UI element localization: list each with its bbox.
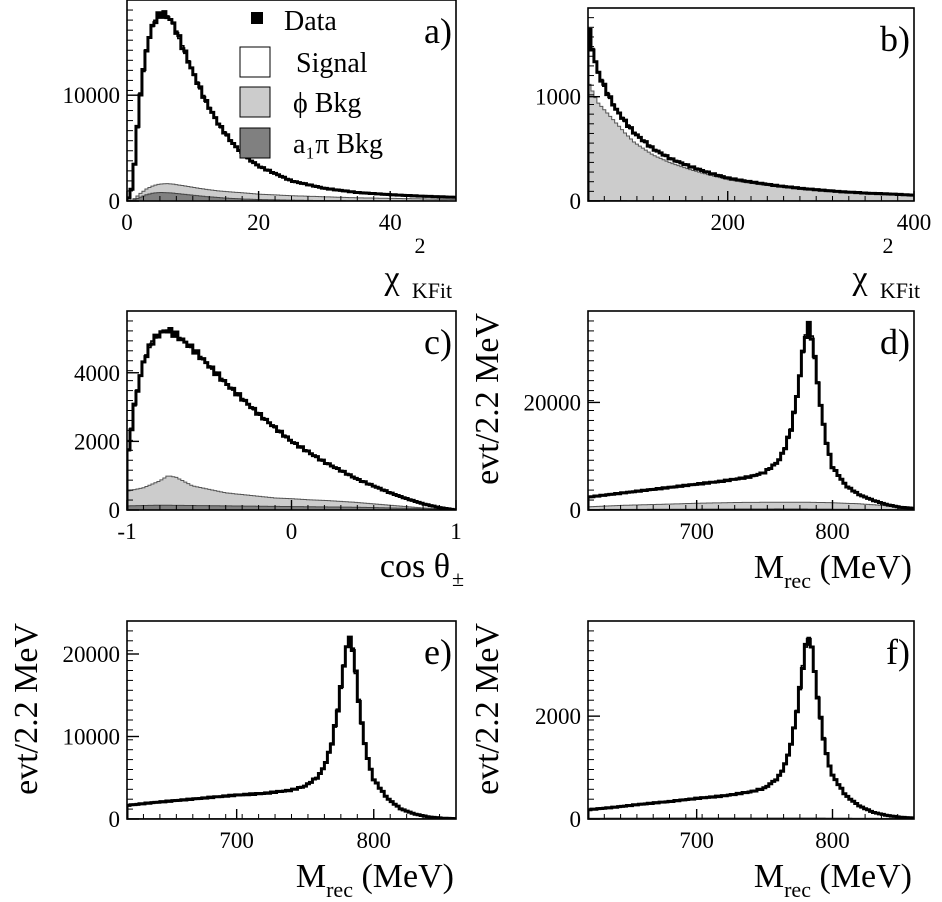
panel-tag-a: a) (424, 11, 452, 51)
x-tick-label: 200 (710, 210, 745, 235)
y-tick-label: 2000 (74, 429, 120, 454)
y-tick-label: 10000 (63, 725, 121, 750)
x-axis-title: χ (851, 260, 867, 297)
y-axis-title: evt/2.2 MeV (8, 623, 45, 795)
panel-tag-d: d) (880, 322, 910, 362)
x-axis-title: Mrec (MeV) (754, 858, 912, 902)
series-phi-c (127, 475, 456, 510)
legend-label-a1pi: a₁π Bkg (293, 129, 383, 160)
y-axis-title: evt/2.2 MeV (469, 623, 506, 795)
y-tick-label: 0 (109, 498, 121, 523)
y-tick-label: 20000 (63, 642, 121, 667)
x-tick-label: 0 (286, 519, 298, 544)
plot-area-a (127, 10, 456, 201)
legend-label-phi: ϕ Bkg (293, 88, 361, 119)
series-data-e (127, 635, 456, 819)
panel-b: 200 400 0 1000 b) χ2 KFit (535, 7, 932, 303)
x-axis-title-sub: KFit (880, 278, 920, 303)
x-tick-label: 40 (379, 210, 402, 235)
plot-area-b (588, 27, 914, 201)
series-data-d (588, 320, 914, 510)
y-tick-label: 1000 (535, 85, 581, 110)
y-tick-label: 20000 (524, 390, 582, 415)
panel-tag-f: f) (886, 632, 910, 672)
x-axis-title: Mrec (MeV) (296, 858, 454, 902)
frame-f (587, 620, 915, 820)
x-tick-label: 800 (815, 519, 850, 544)
series-signal-a (127, 13, 456, 201)
series-data-f (588, 637, 914, 819)
x-tick-label: 400 (897, 210, 932, 235)
legend-label-marker: Data (284, 6, 337, 37)
panel-tag-b: b) (880, 19, 910, 59)
plot-area-f (588, 636, 914, 819)
x-tick-label: 800 (815, 828, 850, 853)
x-tick-label: -1 (117, 519, 136, 544)
x-axis-title: cos θ (380, 548, 450, 585)
x-tick-label: 0 (121, 210, 133, 235)
panel-tag-c: c) (424, 322, 452, 362)
x-axis-title-sup: 2 (415, 233, 426, 258)
y-tick-label: 4000 (74, 361, 120, 386)
panel-d: 700 800 0 20000 d) Mrec (MeV) evt/2.2 MeV (469, 310, 915, 593)
x-axis-title: Mrec (MeV) (754, 549, 912, 593)
legend-marker-data (251, 12, 263, 24)
x-axis-title-sub: KFit (412, 278, 452, 303)
x-tick-label: 20 (247, 210, 270, 235)
y-tick-label: 2000 (535, 704, 581, 729)
legend-swatch-a1pi (239, 127, 271, 159)
series-signal-d (588, 324, 914, 510)
plot-area-e (127, 635, 456, 819)
x-tick-label: 800 (357, 828, 392, 853)
panel-tag-e: e) (424, 632, 452, 672)
legend-label-signal: Signal (296, 48, 368, 79)
series-data-b (588, 27, 914, 201)
y-axis-title: evt/2.2 MeV (469, 313, 506, 485)
series-data-c (127, 327, 456, 510)
panel-a: 0 20 40 0 10000 a) χ2 KFit (63, 0, 457, 303)
legend-swatch-phi (239, 86, 271, 118)
y-tick-label: 0 (570, 807, 582, 832)
x-tick-label: 700 (219, 828, 254, 853)
y-tick-label: 0 (570, 498, 582, 523)
x-axis-title-sup: 2 (883, 233, 894, 258)
legend-swatch-signal (239, 46, 271, 78)
panel-e: 700 800 0 10000 20000 e) Mrec (MeV) evt/2.2 MeV (8, 620, 457, 902)
panel-f: 700 800 0 2000 f) Mrec (MeV) evt/2.2 MeV (469, 620, 915, 902)
x-tick-label: 700 (679, 519, 714, 544)
y-tick-label: 0 (109, 189, 121, 214)
y-tick-label: 10000 (63, 83, 121, 108)
y-tick-label: 0 (570, 189, 582, 214)
series-data-a (127, 10, 456, 201)
x-tick-label: 700 (679, 828, 714, 853)
legend: Data Signal ϕ Bkg a₁π Bkg (239, 6, 383, 160)
y-tick-label: 0 (109, 807, 121, 832)
x-tick-label: 1 (450, 519, 462, 544)
x-axis-title-sub: ± (452, 566, 464, 591)
plot-area-c (127, 327, 456, 510)
plot-area-d (588, 320, 914, 510)
x-axis-title: χ (383, 260, 399, 297)
